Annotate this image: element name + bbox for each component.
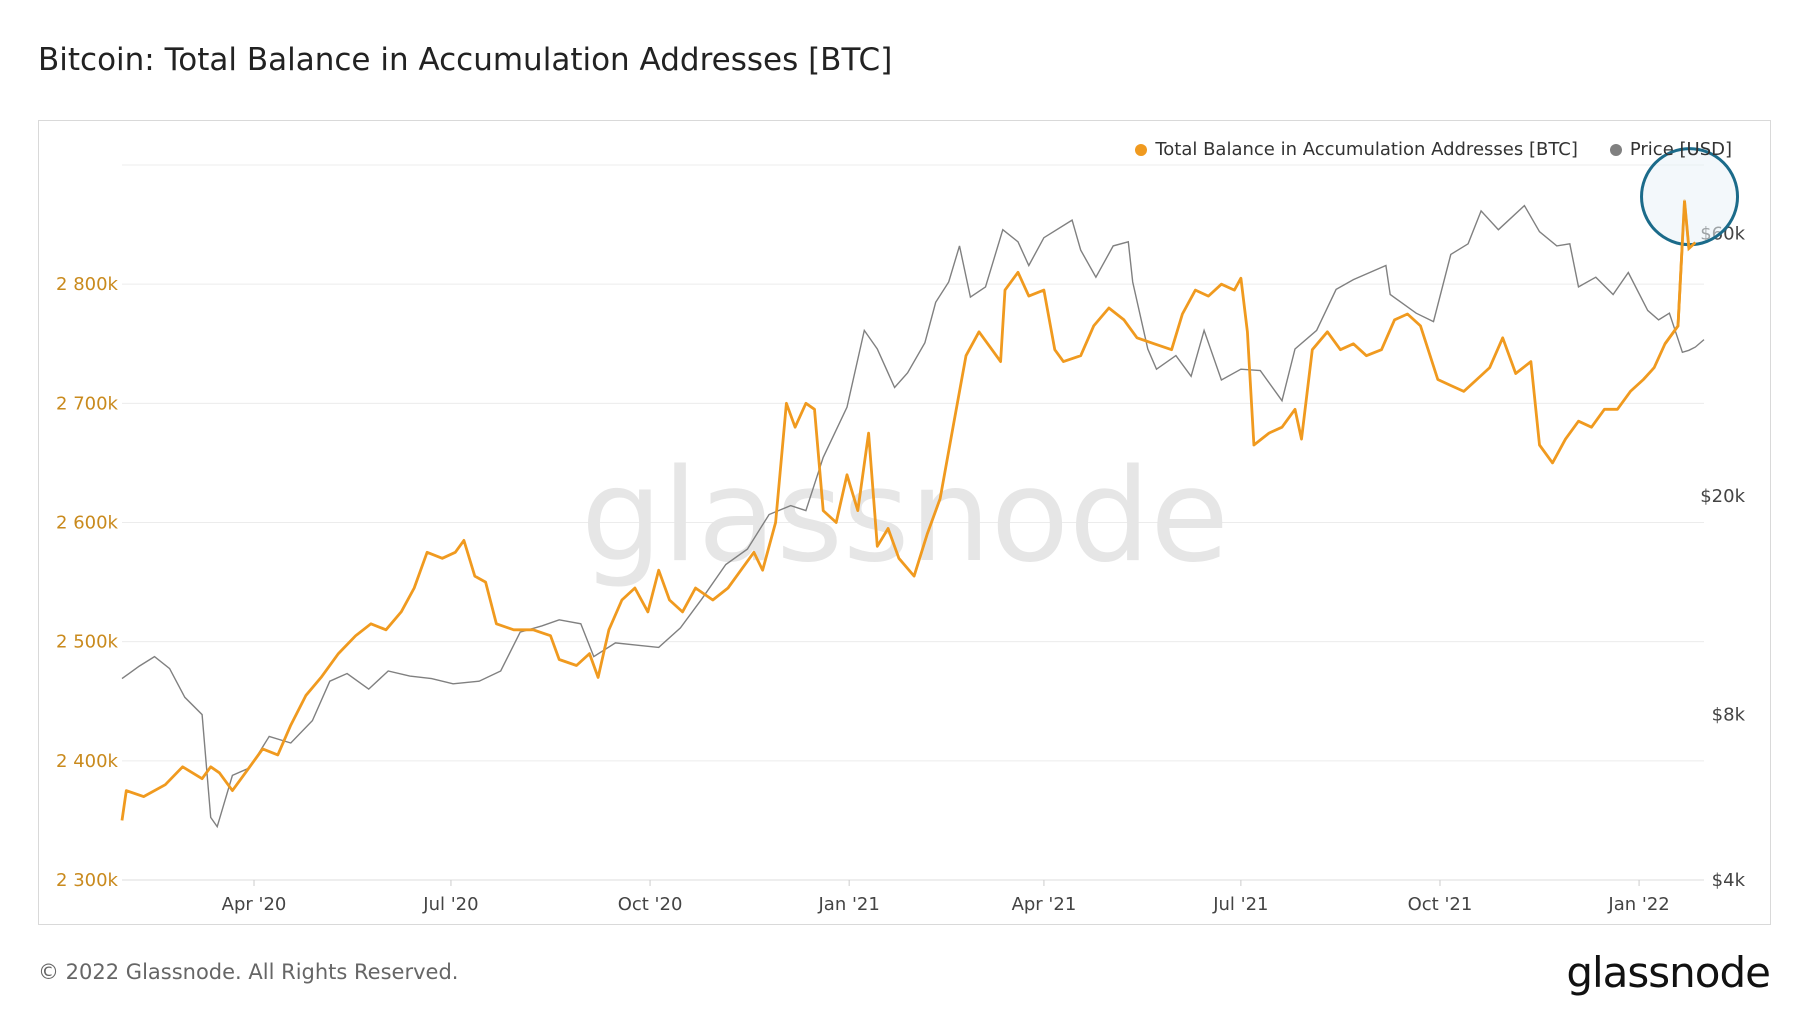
brand-logo: glassnode (1566, 948, 1771, 997)
price-legend-dot-icon (1609, 143, 1622, 156)
left-axis-ticks: 2 300k 2 400k 2 500k 2 600k 2 700k 2 800k (56, 274, 119, 891)
right-axis-tick-label: $4k (1712, 870, 1746, 891)
legend-label-balance: Total Balance in Accumulation Addresses … (1155, 139, 1578, 160)
x-axis-tick-label: Apr '20 (222, 894, 287, 915)
price-series-line (121, 204, 1705, 829)
left-axis-tick-label: 2 700k (56, 393, 119, 414)
x-axis-tick-label: Apr '21 (1012, 894, 1077, 915)
balance-series-line (120, 199, 1697, 821)
legend-label-price: Price [USD] (1629, 139, 1732, 160)
x-axis-tick-label: Oct '21 (1408, 894, 1473, 915)
chart-title: Bitcoin: Total Balance in Accumulation A… (38, 42, 893, 78)
x-axis-tick-label: Jan '21 (817, 894, 879, 915)
chart-frame (38, 120, 1771, 925)
x-axis-tick-label: Jul '20 (422, 894, 478, 915)
copyright-footer: © 2022 Glassnode. All Rights Reserved. (38, 960, 459, 984)
left-axis-tick-label: 2 600k (56, 513, 119, 534)
x-axis-tick-label: Oct '20 (618, 894, 683, 915)
left-axis-tick-label: 2 800k (56, 274, 119, 295)
x-axis-ticks: Apr '20 Jul '20 Oct '20 Jan '21 Apr '21 Jul '… (222, 880, 1670, 915)
balance-legend-dot-icon (1135, 143, 1148, 156)
highlight-circle (1640, 147, 1740, 247)
left-axis-tick-label: 2 500k (56, 632, 119, 653)
left-axis-tick-label: 2 400k (56, 751, 119, 772)
legend-item-price[interactable]: Price [USD] (1609, 139, 1732, 160)
legend-item-balance[interactable]: Total Balance in Accumulation Addresses … (1135, 139, 1578, 160)
left-axis-tick-label: 2 300k (56, 870, 119, 891)
x-axis-tick-label: Jan '22 (1607, 894, 1669, 915)
right-axis-tick-label: $8k (1712, 705, 1746, 726)
x-axis-tick-label: Jul '21 (1212, 894, 1268, 915)
right-axis-ticks: $4k$8k$20k$60k (1700, 224, 1745, 891)
watermark-text: glassnode (581, 442, 1229, 591)
balance-series-tail (1663, 200, 1697, 345)
chart-legend: Total Balance in Accumulation Addresses … (1135, 139, 1732, 160)
right-axis-tick-label: $20k (1700, 486, 1745, 507)
highlight-annotation (1640, 147, 1740, 345)
